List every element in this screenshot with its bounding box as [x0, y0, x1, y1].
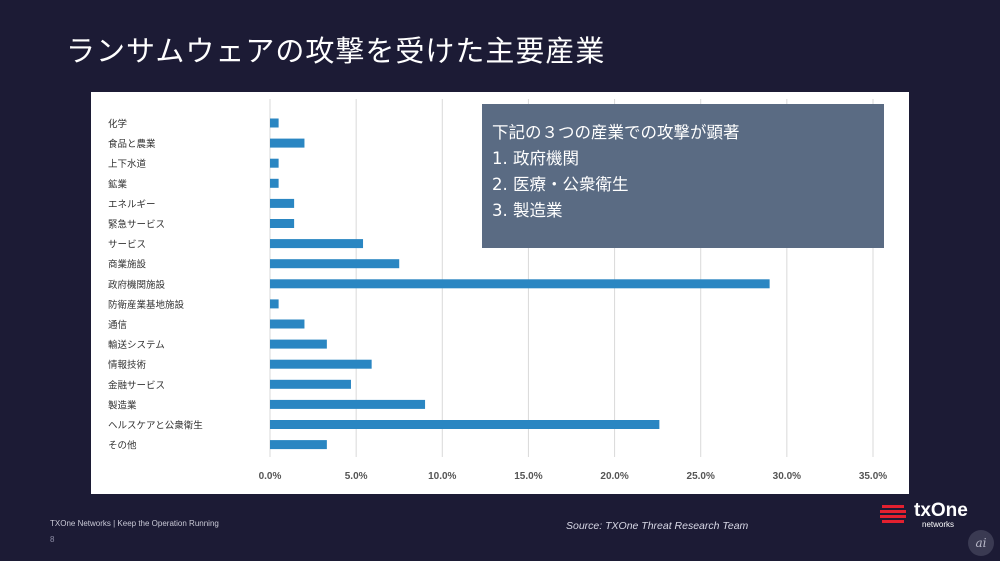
category-label: 情報技術	[108, 359, 147, 371]
bar	[270, 198, 295, 208]
category-label: 食品と農業	[108, 138, 156, 150]
bar	[270, 219, 295, 228]
bar	[270, 118, 279, 128]
category-label: 輸送システム	[108, 339, 165, 351]
category-label: ヘルスケアと公衆衛生	[108, 420, 203, 432]
category-label: 通信	[108, 319, 127, 331]
x-tick-label: 15.0%	[514, 471, 542, 482]
bar	[270, 339, 327, 349]
bar	[270, 178, 279, 188]
x-tick-label: 20.0%	[600, 471, 628, 482]
txone-logo: txOne networks	[880, 500, 992, 532]
footer-tagline: TXOne Networks | Keep the Operation Runn…	[50, 519, 219, 528]
logo-mark-icon	[880, 505, 906, 523]
logo-text: txOne	[914, 500, 968, 521]
category-label: 緊急サービス	[108, 219, 165, 231]
note-heading: 下記の３つの産業での攻撃が顕著	[492, 123, 740, 142]
category-label: サービス	[108, 240, 146, 251]
page-number: 8	[50, 535, 55, 544]
bar	[270, 138, 305, 148]
bar	[270, 239, 364, 249]
note-item-1: 1. 政府機関	[492, 149, 579, 168]
category-label: その他	[108, 440, 137, 452]
category-label: 化学	[108, 118, 127, 130]
category-label: 製造業	[108, 399, 137, 411]
category-label: 商業施設	[108, 259, 147, 271]
bar	[270, 279, 770, 289]
category-label: 鉱業	[108, 178, 128, 190]
x-tick-label: 25.0%	[687, 471, 715, 482]
category-label: 金融サービス	[108, 379, 165, 391]
x-tick-label: 5.0%	[345, 471, 368, 482]
note-box: 下記の３つの産業での攻撃が顕著 1. 政府機関 2. 医療・公衆衛生 3. 製造…	[482, 104, 884, 248]
bar	[270, 158, 279, 168]
bar	[270, 379, 351, 389]
bar	[270, 319, 305, 329]
x-tick-label: 0.0%	[259, 471, 282, 482]
logo-subtext: networks	[922, 520, 955, 529]
source-note: Source: TXOne Threat Research Team	[566, 520, 749, 532]
category-label: 防衛産業基地施設	[108, 299, 185, 311]
bar	[270, 440, 327, 450]
note-item-3: 3. 製造業	[492, 201, 563, 220]
bar	[270, 299, 279, 309]
watermark-icon: ai	[968, 530, 994, 556]
category-label: エネルギー	[108, 199, 156, 210]
note-item-2: 2. 医療・公衆衛生	[492, 175, 629, 194]
category-label: 上下水道	[108, 158, 147, 170]
bar	[270, 259, 400, 269]
bar-chart: 0.0% 5.0% 10.0% 15.0% 20.0% 25.0% 30.0% 35.0% 化学…	[108, 99, 887, 482]
bar	[270, 420, 660, 429]
bar	[270, 359, 372, 369]
x-tick-label: 30.0%	[773, 471, 801, 482]
x-tick-label: 10.0%	[428, 471, 456, 482]
bar	[270, 399, 426, 409]
category-label: 政府機関施設	[108, 279, 166, 291]
slide-title: ランサムウェアの攻撃を受けた主要産業	[66, 34, 606, 68]
x-tick-label: 35.0%	[859, 471, 887, 482]
chart-panel: 0.0% 5.0% 10.0% 15.0% 20.0% 25.0% 30.0% 35.0% 化学…	[91, 92, 909, 494]
